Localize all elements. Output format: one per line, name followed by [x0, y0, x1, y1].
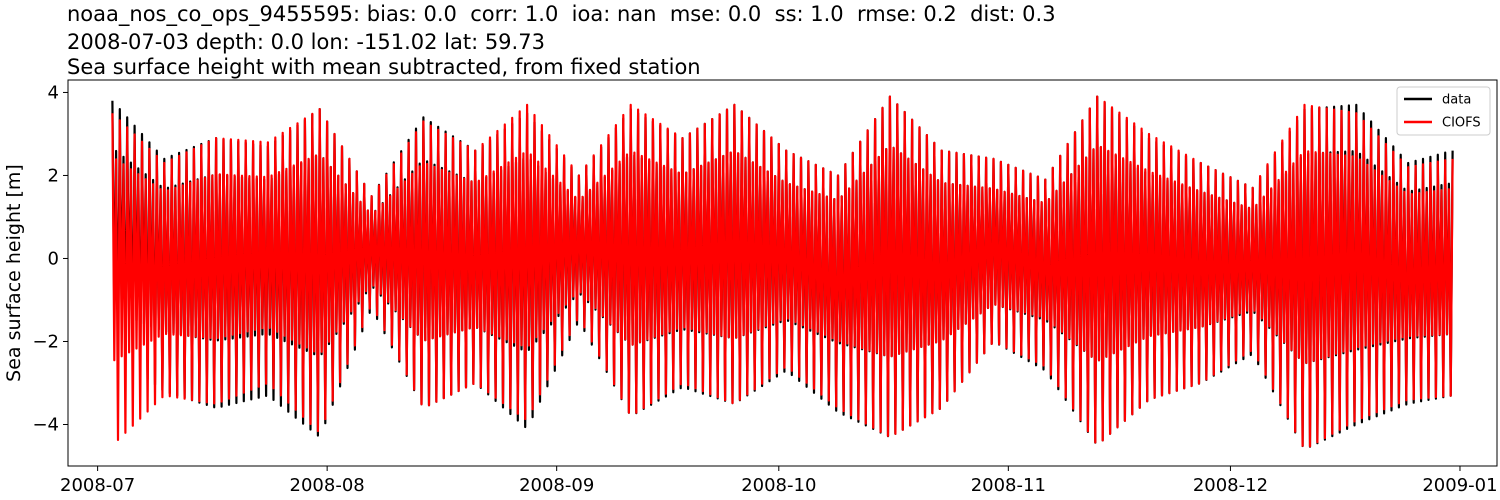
x-tick-label: 2008-08 [290, 475, 365, 496]
legend-label: data [1442, 93, 1471, 108]
series-line-1 [111, 95, 1454, 448]
chart-title-line-1: noaa_nos_co_ops_9455595: bias: 0.0 corr:… [67, 2, 1056, 26]
y-tick-label: 0 [48, 248, 59, 269]
plot-frame [67, 79, 1498, 467]
y-tick-label: −2 [32, 331, 59, 352]
x-tick-label: 2009-01 [1422, 475, 1497, 496]
y-axis-label: Sea surface height [m] [3, 164, 25, 382]
x-tick-label: 2008-07 [60, 475, 135, 496]
x-tick-label: 2008-11 [971, 475, 1046, 496]
y-axis: −4 −2 0 2 4 [32, 82, 68, 435]
chart-title-line-2: 2008-07-03 depth: 0.0 lon: -151.02 lat: … [67, 30, 545, 54]
x-tick-label: 2008-09 [519, 475, 594, 496]
y-tick-label: −4 [32, 414, 59, 435]
series-layer [111, 95, 1454, 448]
legend: data CIOFS [1396, 86, 1491, 136]
y-tick-label: 4 [48, 82, 59, 103]
x-tick-label: 2008-10 [741, 475, 816, 496]
x-tick-label: 2008-12 [1193, 475, 1268, 496]
y-tick-label: 2 [48, 165, 59, 186]
chart-title-line-3: Sea surface height with mean subtracted,… [67, 55, 701, 79]
legend-label: CIOFS [1442, 116, 1481, 131]
x-axis: 2008-07 2008-08 2008-09 2008-10 2008-11 2008-… [60, 466, 1498, 496]
